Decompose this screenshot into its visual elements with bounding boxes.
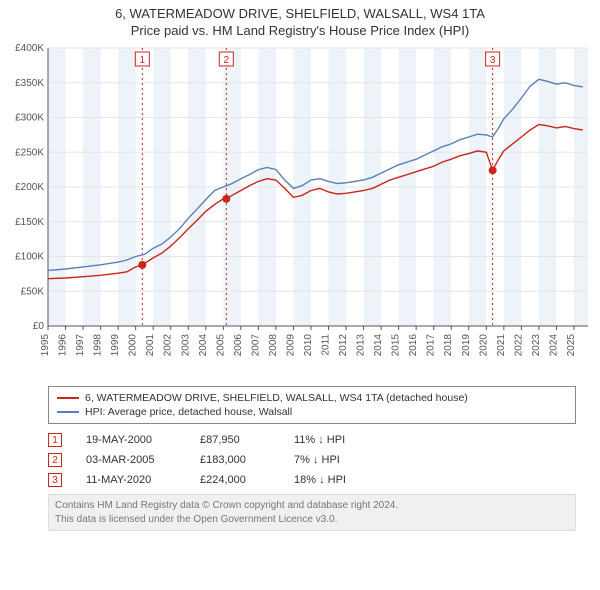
transaction-delta: 7% ↓ HPI [294,454,374,466]
svg-text:1998: 1998 [93,334,104,357]
legend-swatch [57,411,79,413]
svg-text:2012: 2012 [338,334,349,357]
transaction-date: 11-MAY-2020 [86,474,176,486]
svg-text:£300K: £300K [15,113,44,124]
svg-text:£150K: £150K [15,217,44,228]
footer-copyright: Contains HM Land Registry data © Crown c… [55,499,569,513]
transaction-row: 1 19-MAY-2000 £87,950 11% ↓ HPI [48,430,576,450]
svg-text:2013: 2013 [356,334,367,357]
chart-title-address: 6, WATERMEADOW DRIVE, SHELFIELD, WALSALL… [10,6,590,21]
svg-text:2024: 2024 [548,334,559,357]
svg-text:£350K: £350K [15,78,44,89]
chart-title-subtitle: Price paid vs. HM Land Registry's House … [10,23,590,38]
svg-text:2: 2 [224,55,230,66]
svg-text:2014: 2014 [373,334,384,357]
legend-item: HPI: Average price, detached house, Wals… [57,405,567,419]
legend-item: 6, WATERMEADOW DRIVE, SHELFIELD, WALSALL… [57,391,567,405]
chart-header: 6, WATERMEADOW DRIVE, SHELFIELD, WALSALL… [0,0,600,40]
svg-text:2010: 2010 [303,334,314,357]
svg-text:2007: 2007 [250,334,261,357]
svg-text:2021: 2021 [496,334,507,357]
svg-text:2004: 2004 [198,334,209,357]
transaction-delta: 18% ↓ HPI [294,474,374,486]
svg-text:2016: 2016 [408,334,419,357]
line-chart-svg: £0 £50K £100K £150K £200K £250K £300K £350K £400… [0,40,600,380]
svg-text:2002: 2002 [163,334,174,357]
svg-text:2018: 2018 [443,334,454,357]
svg-text:2022: 2022 [513,334,524,357]
svg-text:2006: 2006 [233,334,244,357]
transaction-price: £87,950 [200,434,270,446]
transaction-row: 2 03-MAR-2005 £183,000 7% ↓ HPI [48,450,576,470]
legend-label: HPI: Average price, detached house, Wals… [85,406,292,418]
svg-text:2017: 2017 [426,334,437,357]
svg-text:£200K: £200K [15,182,44,193]
svg-text:2019: 2019 [461,334,472,357]
transaction-price: £183,000 [200,454,270,466]
transaction-marker: 2 [48,453,62,467]
transaction-row: 3 11-MAY-2020 £224,000 18% ↓ HPI [48,470,576,490]
legend-label: 6, WATERMEADOW DRIVE, SHELFIELD, WALSALL… [85,392,468,404]
transaction-price: £224,000 [200,474,270,486]
svg-text:£0: £0 [33,321,45,332]
price-chart-card: 6, WATERMEADOW DRIVE, SHELFIELD, WALSALL… [0,0,600,531]
svg-text:£50K: £50K [21,286,45,297]
transaction-date: 19-MAY-2000 [86,434,176,446]
transaction-marker: 3 [48,473,62,487]
svg-text:2000: 2000 [128,334,139,357]
svg-text:3: 3 [490,55,496,66]
chart-plot: £0 £50K £100K £150K £200K £250K £300K £350K £400… [0,40,600,380]
chart-legend: 6, WATERMEADOW DRIVE, SHELFIELD, WALSALL… [48,386,576,424]
transaction-delta: 11% ↓ HPI [294,434,374,446]
svg-text:1999: 1999 [110,334,121,357]
svg-text:2025: 2025 [566,334,577,357]
svg-text:2005: 2005 [215,334,226,357]
svg-text:1995: 1995 [40,334,51,357]
svg-text:£250K: £250K [15,147,44,158]
svg-text:1: 1 [140,55,146,66]
svg-text:2020: 2020 [478,334,489,357]
svg-text:£400K: £400K [15,43,44,54]
svg-text:2003: 2003 [180,334,191,357]
svg-text:1996: 1996 [58,334,69,357]
transaction-marker: 1 [48,433,62,447]
svg-text:2011: 2011 [321,334,332,356]
legend-swatch [57,397,79,399]
svg-text:2023: 2023 [531,334,542,357]
svg-text:2008: 2008 [268,334,279,357]
svg-text:2009: 2009 [285,334,296,357]
svg-text:2001: 2001 [145,334,156,357]
footer-licence: This data is licensed under the Open Gov… [55,513,569,527]
transaction-table: 1 19-MAY-2000 £87,950 11% ↓ HPI 2 03-MAR-2005… [48,430,576,490]
chart-footer: Contains HM Land Registry data © Crown c… [48,494,576,531]
svg-text:1997: 1997 [75,334,86,357]
transaction-date: 03-MAR-2005 [86,454,176,466]
svg-text:2015: 2015 [391,334,402,357]
svg-text:£100K: £100K [15,252,44,263]
